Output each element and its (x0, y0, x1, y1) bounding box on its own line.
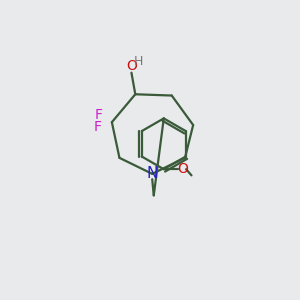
Text: O: O (126, 59, 137, 73)
Text: H: H (134, 56, 143, 68)
Text: F: F (93, 120, 101, 134)
Text: N: N (146, 166, 158, 181)
Text: O: O (177, 162, 188, 176)
Text: F: F (95, 108, 103, 122)
